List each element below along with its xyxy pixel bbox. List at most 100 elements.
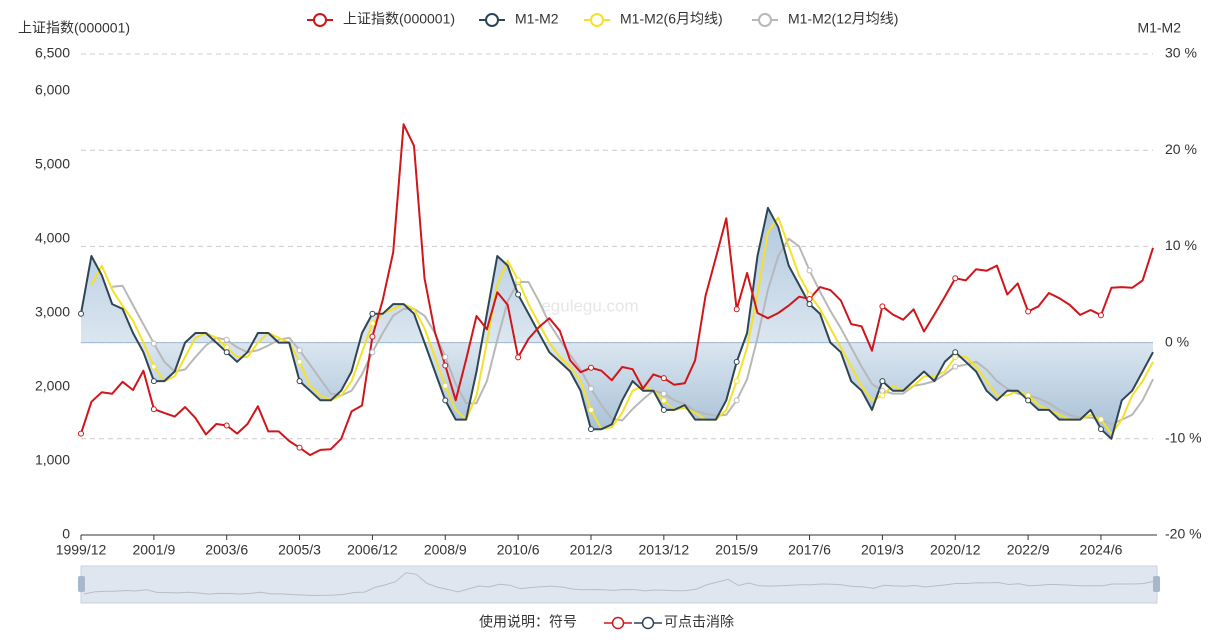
legend-label[interactable]: M1-M2(6月均线) [620,11,723,27]
x-tick-label: 2003/6 [205,542,248,558]
y-tick-label: 2,000 [35,378,70,394]
area [81,207,1153,439]
point-marker [733,397,740,404]
y2-tick-label: 30 % [1165,45,1197,61]
x-tick-label: 2020/12 [930,542,981,558]
y2-axis-name: M1-M2 [1137,20,1181,36]
point-marker [515,354,522,361]
legend-item[interactable]: 上证指数(000001) [307,11,455,27]
point-marker [1097,312,1104,319]
zoom-handle[interactable] [78,576,85,592]
point-marker [78,310,84,317]
point-marker [806,267,813,274]
y2-tick-label: -20 % [1165,526,1202,542]
point-marker [442,397,449,404]
point-marker [369,349,376,356]
x-tick-label: 2013/12 [639,542,690,558]
legend-icon [590,13,604,27]
x-tick-label: 2001/9 [132,542,175,558]
x-tick-label: 2005/3 [278,542,321,558]
point-marker [1097,416,1104,423]
point-marker [660,406,667,413]
point-marker [150,378,157,385]
point-marker [952,349,959,356]
point-marker [879,387,886,394]
point-marker [369,310,376,317]
point-marker [660,397,667,404]
point-marker [223,422,230,429]
point-marker [296,358,303,365]
legend-label[interactable]: 上证指数(000001) [343,11,455,27]
series-line [80,206,1154,440]
point-marker [587,364,594,371]
point-marker [660,375,667,382]
point-marker [879,392,886,399]
point-marker [806,295,813,302]
point-marker [515,277,522,284]
point-marker [587,426,594,433]
point-marker [515,291,522,298]
point-marker [442,362,449,369]
point-marker [733,358,740,365]
point-marker [369,320,376,327]
y-tick-label: 1,000 [35,452,70,468]
legend-item[interactable]: M1-M2 [479,11,559,27]
point-marker [879,378,886,385]
legend-label[interactable]: M1-M2 [515,11,559,27]
note-icon [611,616,625,630]
point-marker [296,378,303,385]
y2-tick-label: -10 % [1165,430,1202,446]
x-tick-label: 2022/9 [1007,542,1050,558]
y-axis-name: 上证指数(000001) [18,20,130,36]
y2-tick-label: 0 % [1165,333,1189,349]
x-tick-label: 2006/12 [347,542,398,558]
point-marker [150,363,157,370]
usage-note: 使用说明：符号 可点击消除 [479,614,734,630]
series-line [80,123,1154,457]
point-marker [369,333,376,340]
x-tick-label: 2008/9 [424,542,467,558]
axes: 0 1,000 2,000 3,000 4,000 5,000 6,000 6,500 -20 … [35,45,1202,558]
point-marker [879,303,886,310]
y-tick-label: 4,000 [35,230,70,246]
x-tick-label: 1999/12 [56,542,107,558]
x-tick-label: 2024/6 [1080,542,1123,558]
legend-icon [313,13,327,27]
legend-icon [485,13,499,27]
point-marker [587,406,594,413]
y-tick-label: 5,000 [35,156,70,172]
y-tick-label: 6,000 [35,82,70,98]
y-tick-label: 0 [62,526,70,542]
zoom-handle[interactable] [1153,576,1160,592]
y2-tick-label: 10 % [1165,237,1197,253]
point-marker [660,390,667,397]
point-marker [587,385,594,392]
note-icon [641,616,655,630]
point-marker [223,336,230,343]
point-marker [223,344,230,351]
legend-item[interactable]: M1-M2(12月均线) [752,11,898,27]
legend-label[interactable]: M1-M2(12月均线) [788,11,898,27]
point-marker [1025,392,1032,399]
x-tick-label: 2015/9 [715,542,758,558]
x-tick-label: 2019/3 [861,542,904,558]
legend: 上证指数(000001) M1-M2 M1-M2(6月均线) M1-M2(12月均线) [307,11,898,27]
watermark: egulegu.com [541,296,638,315]
point-marker [150,406,157,413]
point-marker [1097,426,1104,433]
point-marker [78,430,84,437]
series-line [112,237,1154,426]
y2-tick-label: 20 % [1165,141,1197,157]
point-marker [1025,397,1032,404]
legend-item[interactable]: M1-M2(6月均线) [584,11,723,27]
point-marker [442,382,449,389]
zoom-slider[interactable] [80,565,1158,604]
note-text: 可点击消除 [664,614,734,630]
point-marker [1025,308,1032,315]
point-marker [223,349,230,356]
point-marker [952,354,959,361]
point-marker [952,363,959,370]
point-marker [150,340,157,347]
